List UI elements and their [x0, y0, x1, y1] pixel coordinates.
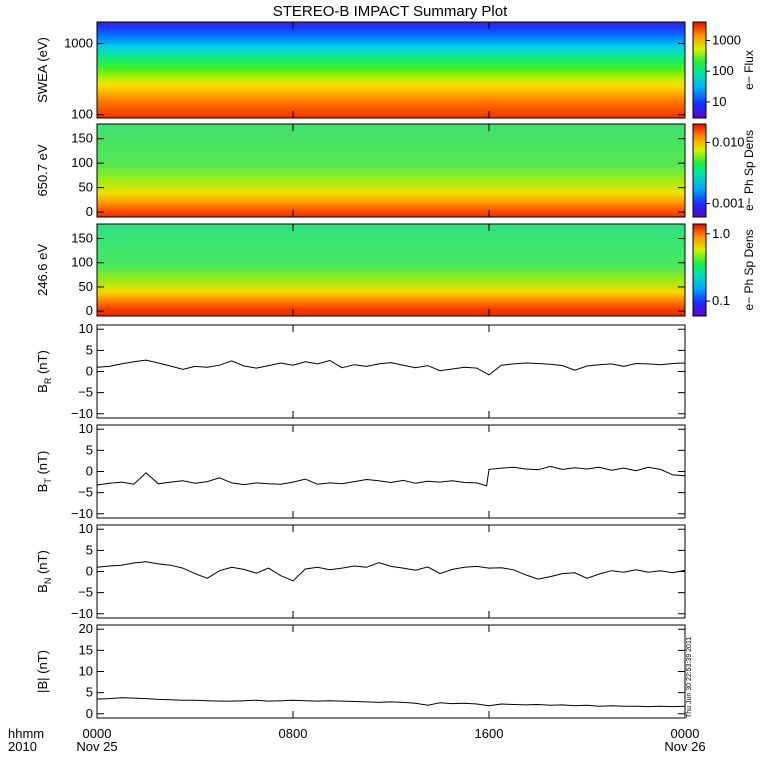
y-tick-label-bmag: 10 — [79, 664, 93, 679]
panel-bn: 10 5 0 −5 −10 BN (nT) — [35, 521, 686, 621]
colorbar-gradient-swea — [692, 21, 707, 119]
y-tick-label-bt: 10 — [79, 421, 93, 436]
y-tick-label-bt: −10 — [71, 506, 93, 521]
y-tick-label-pad650: 0 — [86, 204, 93, 219]
y-axis-label-br: BR (nT) — [35, 350, 53, 393]
plot-frame-pad246 — [96, 223, 686, 317]
y-tick-label-br: 0 — [86, 364, 93, 379]
y-tick-label-pad246: 50 — [79, 279, 93, 294]
x-corner-label-year: 2010 — [8, 739, 37, 754]
colorbar-tick-label-pad650: 0.001 — [712, 195, 745, 210]
plot-frame-pad650 — [96, 123, 686, 218]
y-tick-label-bn: 0 — [86, 564, 93, 579]
series-line-bmag — [96, 697, 686, 708]
y-tick-label-br: 5 — [86, 342, 93, 357]
heatmap-swea — [97, 22, 685, 118]
panel-bmag: 20 15 10 5 0 |B| (nT) — [35, 621, 686, 721]
plot-frame-br — [96, 324, 686, 419]
x-date-label: Nov 26 — [664, 739, 705, 754]
plot-frame-bn — [96, 524, 686, 619]
panel-bt: 10 5 0 −5 −10 BT (nT) — [35, 421, 686, 521]
y-tick-label-pad650: 50 — [79, 180, 93, 195]
y-tick-label-bn: 5 — [86, 542, 93, 557]
y-tick-label-swea: 1000 — [64, 35, 93, 50]
x-tick-label: 0000 — [83, 726, 112, 741]
timestamp-stamp: Thu Jun 30 22:53:39 2011 — [686, 637, 693, 718]
x-tick-label: 0800 — [279, 726, 308, 741]
y-tick-label-bmag: 5 — [86, 685, 93, 700]
colorbar-gradient-pad246 — [692, 223, 707, 317]
colorbar-pad246: 1.0 0.1 e− Ph Sp Dens — [692, 223, 756, 317]
colorbar-swea: 1000 100 10 e− Flux — [692, 21, 756, 119]
chart-title: STEREO-B IMPACT Summary Plot — [273, 3, 508, 20]
colorbar-tick-label-pad246: 0.1 — [712, 293, 730, 308]
y-tick-label-bmag: 20 — [79, 621, 93, 636]
colorbar-tick-label-swea: 10 — [712, 94, 726, 109]
y-tick-label-br: 10 — [79, 321, 93, 336]
y-tick-label-br: −5 — [78, 385, 93, 400]
y-tick-label-bt: −5 — [78, 485, 93, 500]
series-line-bt — [96, 465, 686, 487]
y-tick-label-pad246: 0 — [86, 303, 93, 318]
y-axis-label-pad246: 246.6 eV — [35, 244, 50, 296]
series-line-bn — [96, 561, 686, 582]
y-axis-label-bn: BN (nT) — [35, 550, 53, 593]
y-tick-label-bn: −5 — [78, 585, 93, 600]
y-axis-label-bmag: |B| (nT) — [35, 650, 50, 693]
y-axis-label-pad650: 650.7 eV — [35, 144, 50, 196]
y-tick-label-swea: 100 — [71, 107, 93, 122]
y-axis-label-swea: SWEA (eV) — [35, 37, 50, 103]
y-tick-label-bn: −10 — [71, 606, 93, 621]
y-tick-label-bmag: 15 — [79, 642, 93, 657]
y-tick-label-pad650: 100 — [71, 155, 93, 170]
x-date-label: Nov 25 — [76, 739, 117, 754]
colorbar-tick-label-swea: 1000 — [712, 32, 741, 47]
colorbar-tick-label-swea: 100 — [712, 63, 734, 78]
heatmap-pad246 — [97, 224, 685, 316]
heatmap-pad650 — [97, 124, 685, 217]
colorbar-tick-label-pad650: 0.010 — [712, 134, 745, 149]
x-corner-label-hhmm: hhmm — [8, 726, 44, 741]
y-tick-label-pad650: 150 — [71, 131, 93, 146]
y-tick-label-bt: 5 — [86, 442, 93, 457]
plot-frame-bt — [96, 424, 686, 519]
plot-frame-bmag — [96, 624, 686, 719]
y-tick-label-pad246: 150 — [71, 231, 93, 246]
x-tick-label: 0000 — [671, 726, 700, 741]
plot-frame-swea — [96, 21, 686, 119]
y-tick-label-pad246: 100 — [71, 255, 93, 270]
panel-swea: 1000 100 SWEA (eV) 1000 100 10 e− Flux — [35, 21, 756, 122]
panel-pad246: 150 100 50 0 246.6 eV 1.0 0.1 e− Ph Sp Dens — [35, 223, 756, 318]
y-tick-label-bt: 0 — [86, 464, 93, 479]
colorbar-tick-label-pad246: 1.0 — [712, 226, 730, 241]
colorbar-label-pad246: e− Ph Sp Dens — [742, 229, 756, 310]
colorbar-label-pad650: e− Ph Sp Dens — [742, 130, 756, 211]
x-tick-label: 1600 — [475, 726, 504, 741]
panel-br: 10 5 0 −5 −10 BR (nT) — [35, 321, 686, 421]
colorbar-label-swea: e− Flux — [742, 50, 756, 90]
y-axis-label-bt: BT (nT) — [35, 451, 53, 493]
y-tick-label-bmag: 0 — [86, 706, 93, 721]
colorbar-gradient-pad650 — [692, 123, 707, 218]
y-tick-label-br: −10 — [71, 406, 93, 421]
series-line-br — [96, 359, 686, 376]
y-tick-label-bn: 10 — [79, 521, 93, 536]
